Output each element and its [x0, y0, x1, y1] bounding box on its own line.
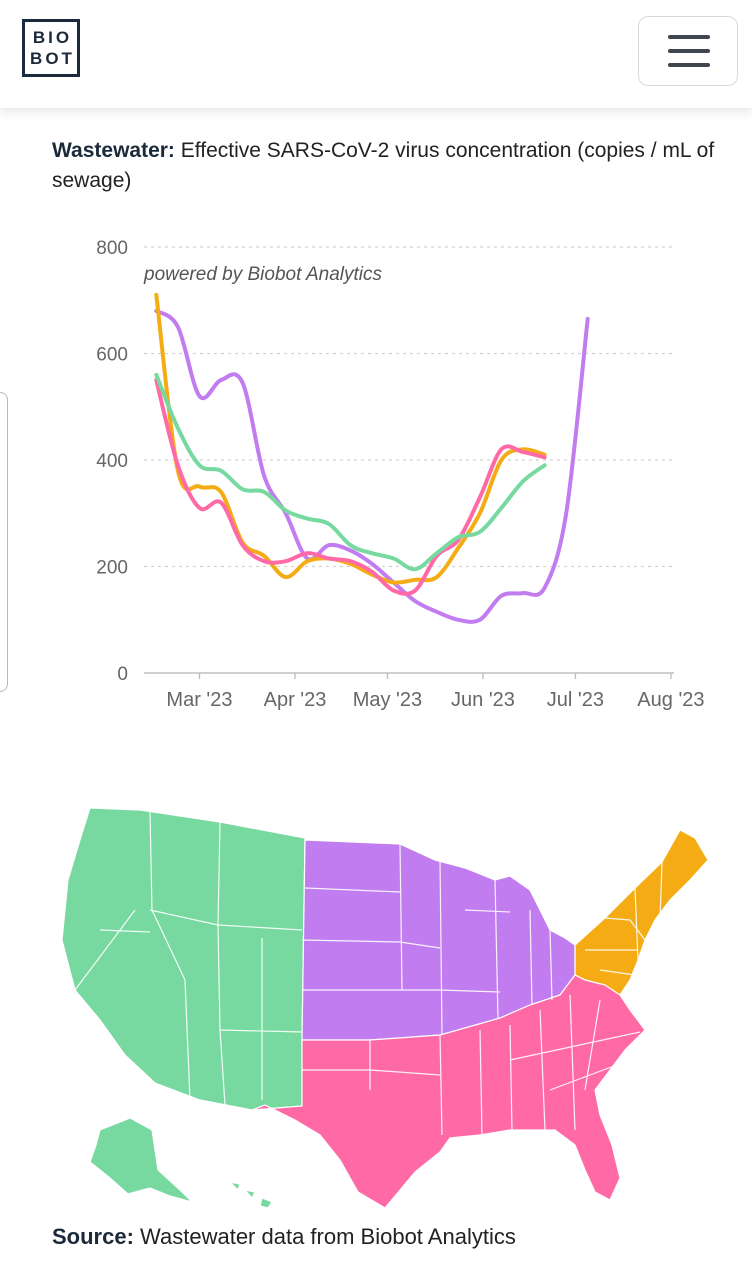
chart-title-text: Effective SARS-CoV-2 virus concentration… — [52, 139, 715, 192]
x-tick-label: Mar '23 — [166, 689, 232, 711]
source-text: Wastewater data from Biobot Analytics — [140, 1224, 516, 1249]
series-line-midwest[interactable] — [154, 308, 590, 624]
x-tick-label: Apr '23 — [264, 689, 327, 711]
chart-annotation: powered by Biobot Analytics — [143, 264, 382, 285]
y-tick-label: 200 — [96, 558, 128, 579]
wastewater-line-chart: 0 200 400 600 800 Mar '23 Apr '23 May '23 Jun '2… — [96, 238, 704, 711]
x-tick-label: Aug '23 — [637, 689, 704, 711]
state-borders — [74, 811, 663, 1136]
logo-line-2: BOT — [30, 49, 75, 68]
source-note: Source: Wastewater data from Biobot Anal… — [52, 1224, 516, 1250]
biobot-logo[interactable]: BIO BOT — [22, 19, 80, 77]
x-tick-label: May '23 — [353, 689, 422, 711]
series-line-west[interactable] — [154, 372, 547, 572]
x-tick-label: Jul '23 — [547, 689, 604, 711]
series-line-south[interactable] — [154, 378, 547, 596]
menu-button[interactable] — [638, 16, 738, 86]
y-tick-label: 600 — [96, 345, 128, 366]
site-header: BIO BOT — [0, 0, 752, 108]
logo-line-1: BIO — [32, 28, 73, 47]
y-tick-label: 400 — [96, 451, 128, 472]
map-region-west[interactable] — [61, 807, 306, 1111]
source-label: Source: — [52, 1224, 134, 1249]
y-tick-label: 0 — [117, 664, 128, 685]
us-region-map — [61, 807, 709, 1209]
map-region-northeast[interactable] — [574, 829, 709, 996]
series-line-northeast[interactable] — [154, 292, 547, 585]
chart-title-label: Wastewater: — [52, 139, 175, 162]
map-region-hawaii[interactable] — [228, 1181, 273, 1209]
map-region-south[interactable] — [251, 974, 646, 1209]
chart-title: Wastewater: Effective SARS-CoV-2 virus c… — [52, 136, 722, 196]
map-region-alaska[interactable] — [89, 1117, 195, 1204]
x-tick-label: Jun '23 — [451, 689, 515, 711]
y-tick-label: 800 — [96, 238, 128, 259]
hamburger-menu-icon — [668, 35, 710, 39]
